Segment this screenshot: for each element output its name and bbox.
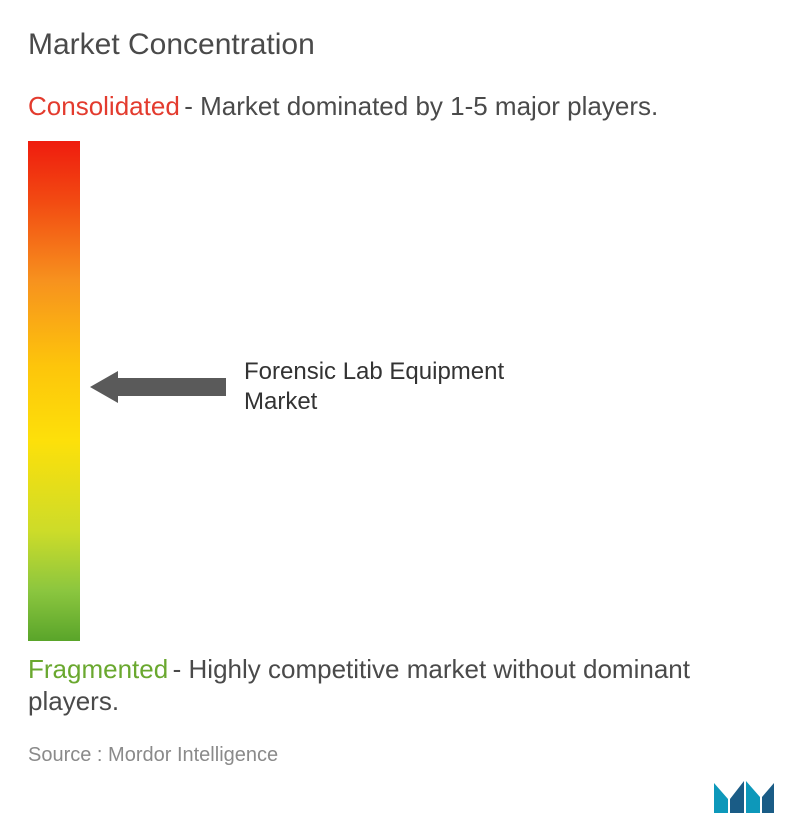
fragmented-label: Fragmented (28, 654, 168, 684)
fragmented-definition: Fragmented - Highly competitive market w… (28, 653, 768, 718)
marker-label: Forensic Lab Equipment Market (244, 357, 554, 417)
arrow-left-icon (90, 378, 226, 396)
source-attribution: Source : Mordor Intelligence (28, 744, 768, 767)
concentration-scale: Forensic Lab Equipment Market (28, 141, 768, 641)
consolidated-text: - Market dominated by 1-5 major players. (184, 91, 658, 121)
market-marker: Forensic Lab Equipment Market (90, 357, 554, 417)
page-title: Market Concentration (28, 28, 768, 62)
consolidated-label: Consolidated (28, 91, 180, 121)
gradient-bar (28, 141, 80, 641)
consolidated-definition: Consolidated - Market dominated by 1-5 m… (28, 90, 768, 123)
brand-logo (712, 775, 776, 820)
